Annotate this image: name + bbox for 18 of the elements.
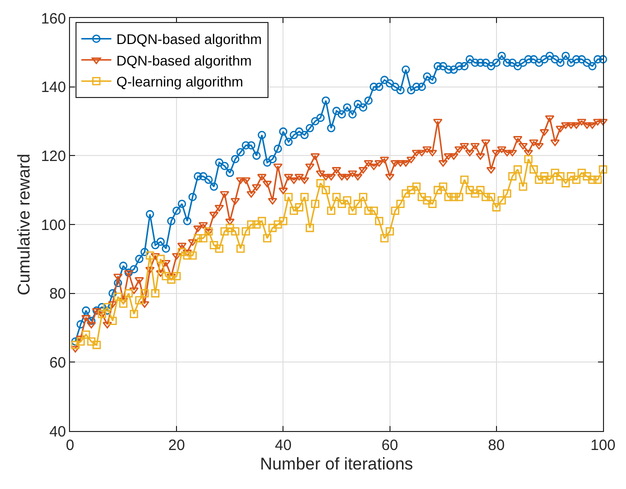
legend-label: DDQN-based algorithm	[116, 31, 262, 48]
y-tick-label: 40	[49, 423, 66, 440]
legend-label: Q-learning algorithm	[116, 74, 244, 90]
y-axis-title: Cumulative reward	[14, 154, 34, 296]
y-tick-label: 160	[40, 10, 66, 28]
legend-label: DQN-based algorithm	[116, 52, 252, 68]
x-tick-label: 100	[590, 437, 616, 454]
x-tick-label: 80	[488, 437, 505, 454]
y-tick-label: 80	[49, 286, 66, 303]
x-tick-label: 20	[168, 437, 185, 454]
y-tick-label: 120	[40, 148, 66, 165]
x-axis-title: Number of iterations	[260, 454, 414, 474]
y-tick-label: 140	[40, 79, 66, 96]
x-tick-label: 0	[66, 437, 74, 454]
y-tick-label: 100	[40, 216, 66, 234]
y-tick-label: 60	[49, 354, 66, 372]
x-tick-label: 40	[274, 437, 292, 454]
x-tick-label: 60	[381, 437, 398, 454]
